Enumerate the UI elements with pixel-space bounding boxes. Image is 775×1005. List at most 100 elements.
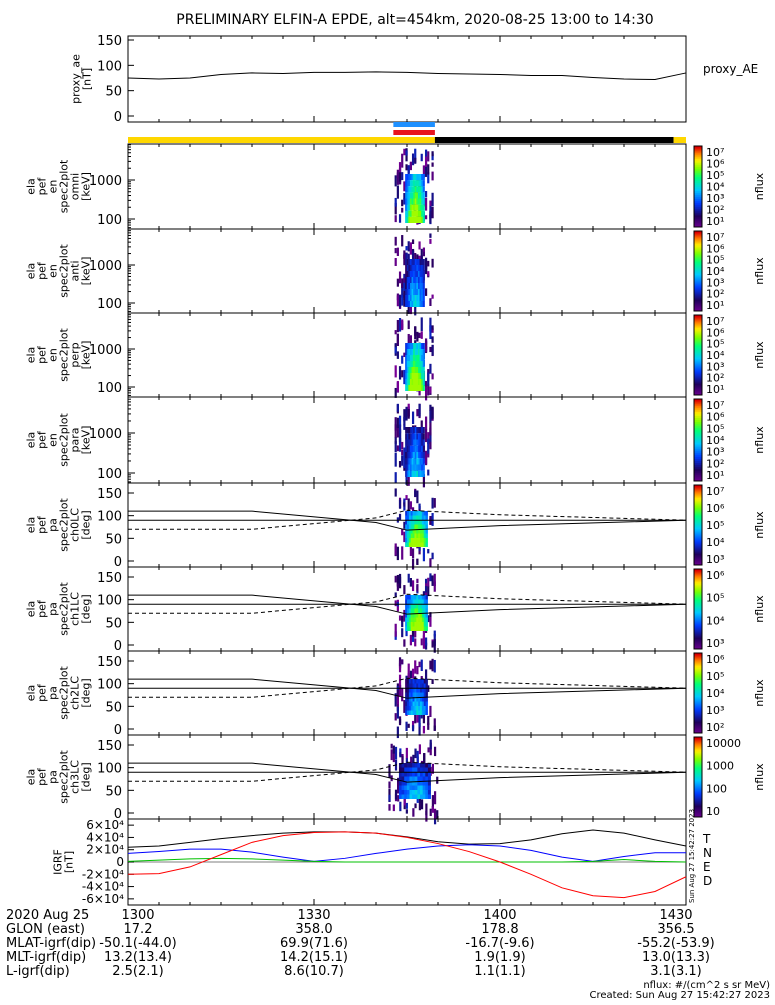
colorbar-cell (694, 723, 702, 726)
colorbar-cell (694, 639, 702, 642)
flux-cell (411, 343, 414, 349)
flux-cell (403, 609, 406, 622)
flux-cell (405, 697, 408, 702)
flux-cell (436, 810, 439, 819)
flux-cell (419, 373, 422, 379)
flux-cell (431, 153, 434, 161)
flux-cell (398, 790, 402, 795)
colorbar-cell (694, 146, 702, 149)
flux-cell (412, 529, 415, 534)
flux-cell (408, 174, 411, 181)
colorbar-cell (694, 715, 702, 718)
colorbar-cell (694, 673, 702, 676)
flux-cell (408, 538, 412, 543)
flux-cell (398, 294, 402, 308)
flux-cell (408, 283, 411, 289)
colorbar-cell (694, 198, 702, 202)
colorbar-cell (694, 261, 702, 264)
flux-cell (406, 452, 409, 459)
y-tick-label: 0 (116, 855, 124, 869)
orbit-row-value: 356.5 (657, 922, 694, 937)
flux-cell (419, 295, 422, 301)
flux-cell (412, 790, 416, 795)
colorbar-cell (694, 343, 702, 346)
flux-cell (405, 277, 408, 283)
flux-cell (427, 722, 430, 730)
colorbar-frame (693, 398, 703, 482)
proxy-ae-legend: proxy_AE (703, 62, 758, 76)
flux-cell (421, 595, 425, 600)
flux-cell (406, 439, 409, 446)
flux-cell (398, 615, 402, 621)
flux-cell (405, 343, 408, 349)
flux-cell (420, 688, 423, 693)
flux-cell (417, 458, 421, 465)
flux-cell (401, 785, 405, 790)
flux-cell (416, 277, 419, 283)
colorbar-cell (694, 164, 702, 167)
flux-cell (405, 701, 408, 706)
flux-cell (421, 385, 424, 391)
flux-cell (407, 683, 410, 688)
colorbar-tick-label: 10⁴ (706, 536, 725, 549)
flux-cell (405, 385, 408, 391)
colorbar-cell (694, 154, 702, 157)
colorbar-cell (694, 297, 702, 300)
flux-cell (423, 599, 427, 604)
colorbar-tick-label: 10² (706, 372, 724, 385)
flux-cell (401, 172, 404, 181)
flux-cell (427, 432, 430, 442)
colorbar-cell (694, 643, 702, 646)
flux-cell (416, 622, 419, 627)
flux-cell (408, 599, 412, 604)
flux-cell (405, 361, 408, 367)
flux-cell (409, 242, 412, 255)
y-tick-label: 0 (114, 807, 122, 822)
colorbar-cell (694, 450, 702, 453)
flux-cell (419, 180, 422, 187)
colorbar-cell (694, 713, 702, 716)
flux-cell (427, 383, 430, 396)
flux-cell (392, 748, 395, 763)
flux-cell (407, 498, 410, 512)
flux-cell (422, 790, 426, 795)
flux-cell (433, 573, 436, 587)
flux-cell (417, 385, 421, 391)
flux-cell (433, 746, 437, 757)
flux-cell (419, 445, 422, 452)
flux-cell (412, 622, 415, 627)
orbit-row-label: MLT-igrf(dip) (6, 950, 86, 965)
flux-cell (406, 216, 409, 223)
flux-cell (414, 763, 418, 768)
flux-cell (421, 373, 424, 379)
flux-cell (411, 452, 414, 459)
colorbar-cell (694, 333, 702, 336)
flux-cell (406, 470, 409, 477)
flux-cell (414, 524, 417, 529)
flux-cell (403, 531, 406, 543)
flux-cell (421, 216, 424, 223)
flux-cell (411, 445, 414, 452)
y-axis-label-line: pef (36, 599, 49, 618)
flux-cell (418, 701, 421, 706)
colorbar-cell (694, 589, 702, 592)
flux-cell (405, 259, 408, 265)
flux-cell (414, 748, 417, 759)
flux-cell (404, 767, 408, 772)
igrf-line-D (127, 831, 687, 899)
colorbar-cell (694, 605, 702, 608)
flux-cell (414, 529, 417, 534)
flux-cell (413, 186, 416, 193)
colorbar-cell (694, 623, 702, 626)
flux-cell (418, 622, 421, 627)
flux-cell (405, 529, 408, 534)
flux-cell (407, 710, 410, 715)
colorbar-cell (694, 377, 702, 380)
flux-cell (408, 361, 411, 367)
flux-cell (406, 776, 410, 781)
flux-cell (398, 794, 402, 799)
flux-cell (403, 455, 406, 469)
flux-cell (404, 772, 408, 777)
colorbar-cell (694, 470, 702, 474)
flux-cell (429, 404, 432, 411)
